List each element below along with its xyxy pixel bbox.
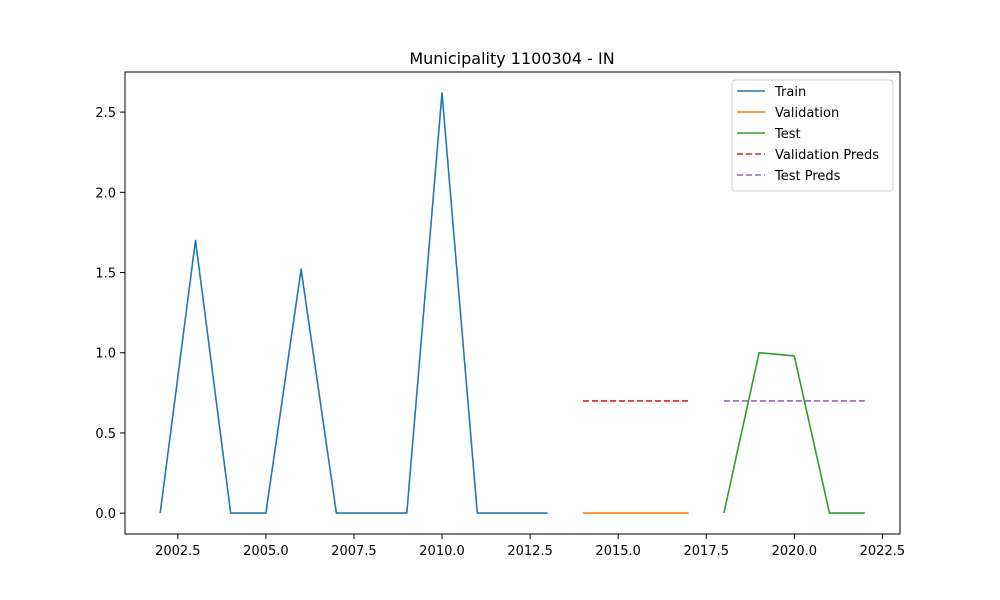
series-line-test bbox=[723, 351, 865, 514]
x-tick-label: 2012.5 bbox=[507, 544, 553, 559]
plot-area bbox=[159, 92, 865, 514]
y-axis: 0.0 0.5 1.0 1.5 2.0 2.5 bbox=[95, 106, 125, 522]
y-tick-label: 1.0 bbox=[95, 347, 116, 362]
x-axis: 2002.5 2005.0 2007.5 2010.0 2012.5 2015.0 2017… bbox=[155, 534, 905, 559]
y-tick-label: 0.5 bbox=[95, 427, 116, 442]
legend-label: Train bbox=[774, 85, 806, 100]
legend-label: Validation Preds bbox=[775, 148, 879, 163]
legend-label: Validation bbox=[775, 106, 839, 121]
x-tick-label: 2020.0 bbox=[772, 544, 818, 559]
legend: Train Validation Test Validation Preds Test … bbox=[731, 79, 894, 192]
legend-label: Test Preds bbox=[774, 169, 841, 184]
legend-frame bbox=[731, 79, 894, 192]
x-tick-label: 2015.0 bbox=[595, 544, 641, 559]
axes-frame bbox=[124, 71, 901, 535]
y-tick-label: 1.5 bbox=[95, 267, 116, 282]
y-tick-label: 0.0 bbox=[95, 507, 116, 522]
legend-label: Test bbox=[774, 127, 801, 142]
series-line-train bbox=[159, 92, 548, 514]
x-tick-label: 2010.0 bbox=[419, 544, 465, 559]
y-tick-label: 2.0 bbox=[95, 186, 116, 201]
x-tick-label: 2002.5 bbox=[155, 544, 201, 559]
x-tick-label: 2017.5 bbox=[684, 544, 730, 559]
x-tick-label: 2007.5 bbox=[331, 544, 377, 559]
chart-title: Municipality 1100304 - IN bbox=[409, 49, 614, 68]
x-tick-label: 2022.5 bbox=[860, 544, 906, 559]
x-tick-label: 2005.0 bbox=[243, 544, 289, 559]
y-tick-label: 2.5 bbox=[95, 106, 116, 121]
